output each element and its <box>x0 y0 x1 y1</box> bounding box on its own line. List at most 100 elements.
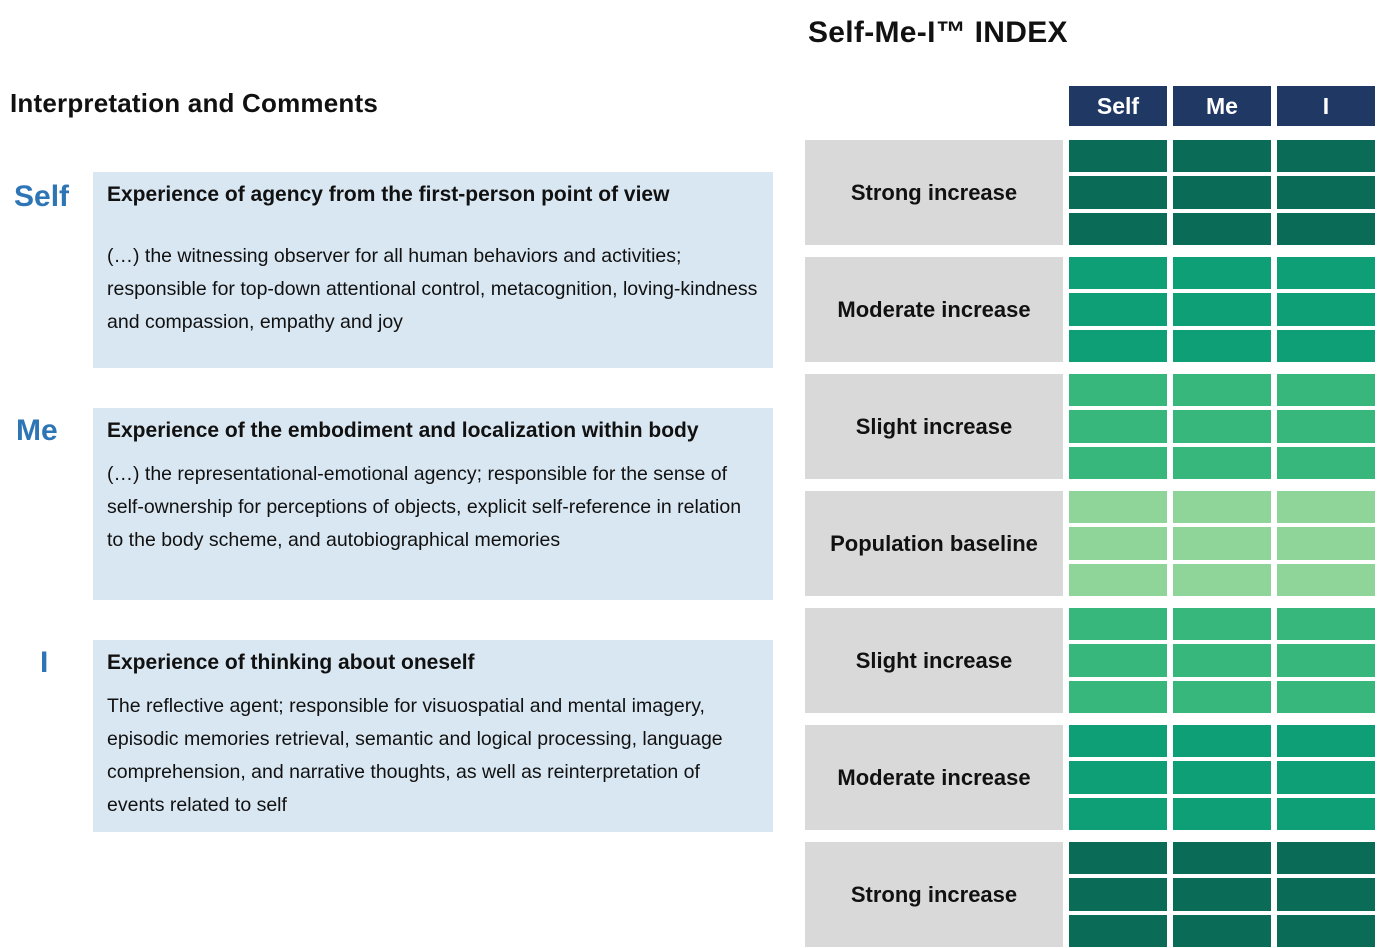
index-cell <box>1173 329 1271 362</box>
band-col-self <box>1069 608 1167 713</box>
index-band-3: Slight increase <box>805 374 1375 479</box>
index-cell <box>1173 293 1271 326</box>
band-col-i <box>1277 842 1375 947</box>
index-cell <box>1069 491 1167 524</box>
index-cell <box>1069 842 1167 875</box>
band-col-self <box>1069 257 1167 362</box>
band-col-i <box>1277 140 1375 245</box>
index-cell <box>1173 257 1271 290</box>
info-body-me: (…) the representational-emotional agenc… <box>107 463 742 551</box>
info-box-me: Experience of the embodiment and localiz… <box>93 408 773 600</box>
index-cell <box>1173 140 1271 173</box>
index-cell <box>1069 680 1167 713</box>
index-cell <box>1277 374 1375 407</box>
index-cell <box>1173 374 1271 407</box>
band-label: Slight increase <box>805 608 1063 713</box>
index-cell <box>1277 608 1375 641</box>
index-cell <box>1277 491 1375 524</box>
column-header-spacer <box>805 86 1063 126</box>
band-col-me <box>1173 257 1271 362</box>
info-body-self: (…) the witnessing observer for all huma… <box>107 245 758 333</box>
index-cell <box>1069 374 1167 407</box>
index-cell <box>1069 212 1167 245</box>
column-header-me: Me <box>1173 86 1271 126</box>
band-col-me <box>1173 491 1271 596</box>
index-cell <box>1277 257 1375 290</box>
index-cell <box>1069 878 1167 911</box>
index-cell <box>1277 140 1375 173</box>
index-band-2: Moderate increase <box>805 257 1375 362</box>
band-col-i <box>1277 725 1375 830</box>
band-col-self <box>1069 491 1167 596</box>
index-band-1: Strong increase <box>805 140 1375 245</box>
index-cell <box>1069 608 1167 641</box>
info-box-i: Experience of thinking about oneself The… <box>93 640 773 832</box>
index-cell <box>1173 563 1271 596</box>
band-col-self <box>1069 842 1167 947</box>
index-cell <box>1069 527 1167 560</box>
index-cell <box>1173 761 1271 794</box>
index-cell <box>1173 527 1271 560</box>
info-body-i: The reflective agent; responsible for vi… <box>107 695 723 816</box>
index-cell <box>1277 527 1375 560</box>
band-col-me <box>1173 725 1271 830</box>
index-cell <box>1173 410 1271 443</box>
index-cell <box>1277 446 1375 479</box>
index-cell <box>1173 878 1271 911</box>
index-band-7: Strong increase <box>805 842 1375 947</box>
index-cell <box>1277 914 1375 947</box>
band-label: Moderate increase <box>805 725 1063 830</box>
column-header-i: I <box>1277 86 1375 126</box>
index-cell <box>1277 644 1375 677</box>
band-label: Strong increase <box>805 140 1063 245</box>
band-label: Moderate increase <box>805 257 1063 362</box>
band-col-self <box>1069 140 1167 245</box>
section-label-me: Me <box>16 414 58 447</box>
section-label-self: Self <box>14 180 70 213</box>
band-col-me <box>1173 140 1271 245</box>
band-col-self <box>1069 374 1167 479</box>
info-title-me: Experience of the embodiment and localiz… <box>107 419 699 442</box>
index-cell <box>1069 797 1167 830</box>
index-cell <box>1277 410 1375 443</box>
index-cell <box>1173 680 1271 713</box>
index-cell <box>1277 797 1375 830</box>
band-col-i <box>1277 257 1375 362</box>
info-title-i: Experience of thinking about oneself <box>107 651 475 674</box>
section-label-i: I <box>40 646 49 679</box>
info-title-self: Experience of agency from the first-pers… <box>107 183 670 206</box>
index-cell <box>1069 761 1167 794</box>
index-cell <box>1277 842 1375 875</box>
band-col-i <box>1277 374 1375 479</box>
index-cell <box>1069 176 1167 209</box>
index-cell <box>1069 914 1167 947</box>
index-cell <box>1173 491 1271 524</box>
index-cell <box>1173 914 1271 947</box>
index-title: Self-Me-I™ INDEX <box>808 16 1068 49</box>
index-band-6: Moderate increase <box>805 725 1375 830</box>
index-cell <box>1277 176 1375 209</box>
index-cell <box>1173 842 1271 875</box>
column-header-self: Self <box>1069 86 1167 126</box>
index-cell <box>1069 257 1167 290</box>
band-col-i <box>1277 491 1375 596</box>
index-cell <box>1173 608 1271 641</box>
interpretation-heading: Interpretation and Comments <box>10 88 378 118</box>
index-cell <box>1277 329 1375 362</box>
index-column-headers: Self Me I <box>805 86 1375 126</box>
index-band-4: Population baseline <box>805 491 1375 596</box>
band-col-self <box>1069 725 1167 830</box>
band-label: Population baseline <box>805 491 1063 596</box>
info-box-self: Experience of agency from the first-pers… <box>93 172 773 368</box>
index-cell <box>1069 329 1167 362</box>
index-bands: Strong increase Moderate increase Slight i… <box>805 140 1375 947</box>
band-label: Slight increase <box>805 374 1063 479</box>
index-cell <box>1173 212 1271 245</box>
band-col-i <box>1277 608 1375 713</box>
band-col-me <box>1173 608 1271 713</box>
index-cell <box>1069 293 1167 326</box>
index-cell <box>1069 410 1167 443</box>
index-cell <box>1277 725 1375 758</box>
band-col-me <box>1173 374 1271 479</box>
